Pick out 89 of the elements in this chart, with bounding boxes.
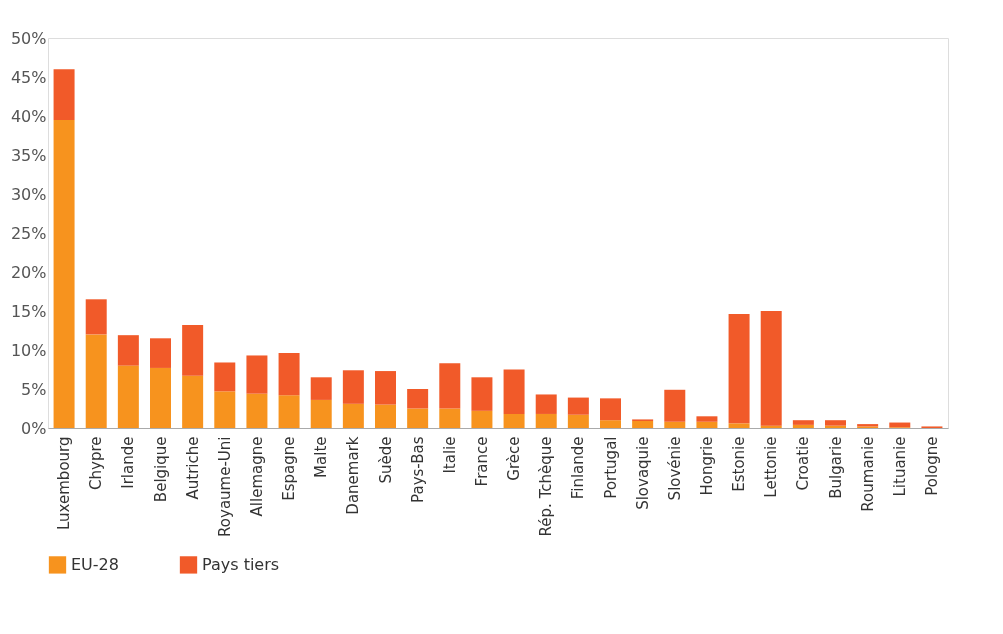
x-tick-label: Hongrie xyxy=(697,436,716,496)
bar xyxy=(439,363,461,409)
bar xyxy=(117,365,139,428)
bar xyxy=(439,408,461,428)
x-tick-label: France xyxy=(472,436,491,487)
bar xyxy=(407,408,429,428)
legend-label: EU-28 xyxy=(71,554,119,574)
bar xyxy=(664,421,686,428)
y-tick-label: 5% xyxy=(21,379,47,399)
bar xyxy=(567,414,589,428)
bar xyxy=(278,395,300,428)
x-tick-label: Lettonie xyxy=(762,436,781,498)
x-tick-label: Malte xyxy=(312,436,331,478)
bar xyxy=(696,416,718,422)
bar xyxy=(696,421,718,428)
bar xyxy=(760,311,782,426)
x-tick-label: Danemark xyxy=(344,436,363,515)
bar xyxy=(792,424,814,428)
bar xyxy=(150,367,171,428)
bar xyxy=(792,420,814,425)
bar xyxy=(182,325,204,376)
y-tick-label: 30% xyxy=(10,184,47,204)
x-tick-label: Royaume-Uni xyxy=(215,436,234,537)
bar xyxy=(342,370,364,404)
bar xyxy=(728,423,750,428)
x-tick-label: Grèce xyxy=(505,436,524,481)
x-tick-label: Irlande xyxy=(119,436,138,489)
bar xyxy=(471,377,493,411)
bar xyxy=(53,69,75,120)
x-tick-label: Croatie xyxy=(794,436,813,491)
x-tick-label: Autriche xyxy=(183,436,202,500)
x-tick-label: Bulgarie xyxy=(826,436,845,499)
bar xyxy=(310,377,332,400)
y-tick-label: 50% xyxy=(10,28,47,48)
legend-label: Pays tiers xyxy=(202,554,280,574)
y-tick-label: 40% xyxy=(10,106,47,126)
x-tick-label: Roumanie xyxy=(858,436,877,512)
bar xyxy=(503,369,525,414)
bar xyxy=(889,422,911,428)
bar xyxy=(632,420,654,428)
x-tick-label: Finlande xyxy=(569,436,588,500)
x-tick-label: Belgique xyxy=(151,436,170,503)
bar xyxy=(85,299,107,335)
y-tick-label: 20% xyxy=(10,262,47,282)
bar xyxy=(214,391,236,428)
bar xyxy=(117,335,139,366)
y-tick-label: 25% xyxy=(10,223,47,243)
bar xyxy=(342,403,364,428)
x-tick-label: Pologne xyxy=(922,436,941,496)
bar xyxy=(535,413,557,428)
bar xyxy=(246,355,268,394)
x-tick-label: Rép. Tchèque xyxy=(537,436,556,537)
bar xyxy=(535,394,557,414)
x-tick-label: Espagne xyxy=(280,436,299,501)
bar xyxy=(53,119,75,428)
bar xyxy=(567,397,589,415)
x-tick-label: Estonie xyxy=(730,436,749,492)
x-tick-label: Slovénie xyxy=(665,436,684,501)
y-tick-label: 45% xyxy=(10,67,47,87)
bar xyxy=(664,389,686,422)
x-tick-label: Luxembourg xyxy=(55,436,74,530)
bar xyxy=(600,420,621,428)
bar xyxy=(407,389,429,409)
y-tick-label: 35% xyxy=(10,145,47,165)
y-tick-label: 0% xyxy=(21,418,47,438)
bar xyxy=(471,410,493,428)
bar xyxy=(375,404,396,428)
bar xyxy=(375,371,396,405)
bar xyxy=(728,314,750,424)
x-tick-label: Italie xyxy=(440,436,459,474)
x-tick-label: Pays-Bas xyxy=(408,436,427,503)
x-tick-label: Slovaquie xyxy=(633,436,652,510)
bar xyxy=(150,338,171,368)
y-tick-label: 15% xyxy=(10,301,47,321)
x-tick-label: Lituanie xyxy=(890,436,909,497)
bar xyxy=(278,353,300,396)
bar xyxy=(503,413,525,428)
x-tick-label: Portugal xyxy=(601,436,620,499)
x-tick-label: Chypre xyxy=(87,436,106,490)
bar xyxy=(182,375,204,428)
bar xyxy=(85,334,107,428)
x-tick-label: Suède xyxy=(376,436,395,484)
y-tick-label: 10% xyxy=(10,340,47,360)
bar xyxy=(600,398,621,421)
bar xyxy=(310,399,332,428)
bar xyxy=(246,393,268,428)
x-tick-label: Allemagne xyxy=(247,436,266,517)
bar xyxy=(214,362,236,392)
bar xyxy=(825,420,846,426)
